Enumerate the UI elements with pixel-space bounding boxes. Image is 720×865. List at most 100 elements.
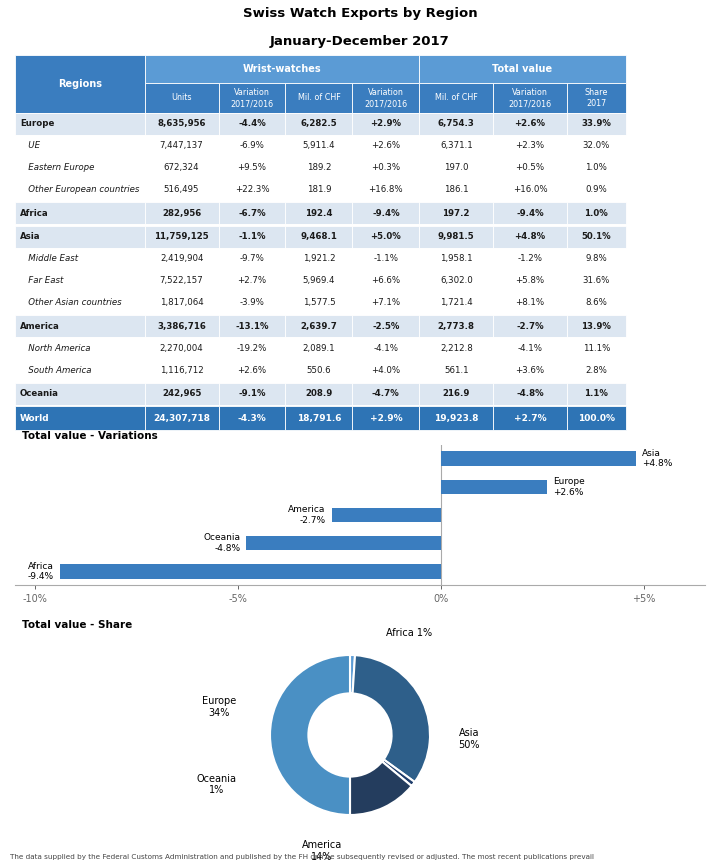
Bar xyxy=(219,359,285,381)
Text: +5.8%: +5.8% xyxy=(516,277,544,285)
Text: 561.1: 561.1 xyxy=(444,366,469,375)
Text: Other European countries: Other European countries xyxy=(20,185,139,195)
Bar xyxy=(15,157,145,179)
Bar xyxy=(15,135,145,157)
Text: 1.0%: 1.0% xyxy=(585,209,608,218)
Text: Oceania
-4.8%: Oceania -4.8% xyxy=(203,534,240,553)
Bar xyxy=(419,270,493,292)
Text: Mil. of CHF: Mil. of CHF xyxy=(435,93,477,102)
Bar xyxy=(219,383,285,405)
Bar xyxy=(219,201,285,202)
Bar xyxy=(15,113,145,135)
Bar xyxy=(567,179,626,201)
Bar xyxy=(219,135,285,157)
Bar xyxy=(219,316,285,337)
Bar xyxy=(419,201,493,202)
Text: 24,307,718: 24,307,718 xyxy=(153,413,210,423)
Text: Europe
34%: Europe 34% xyxy=(202,696,236,718)
Bar xyxy=(493,83,567,113)
Bar xyxy=(493,201,567,202)
Bar xyxy=(285,314,352,316)
Bar xyxy=(567,201,626,202)
Bar xyxy=(493,248,567,270)
Bar xyxy=(219,226,285,248)
Text: Share
2017: Share 2017 xyxy=(585,88,608,108)
Text: +2.9%: +2.9% xyxy=(370,119,401,129)
Bar xyxy=(419,407,493,430)
Text: Total value: Total value xyxy=(492,64,552,74)
Bar xyxy=(352,407,419,430)
Bar xyxy=(145,383,219,405)
Text: 9,468.1: 9,468.1 xyxy=(300,233,338,241)
Wedge shape xyxy=(350,761,412,815)
Bar xyxy=(419,383,493,405)
Wedge shape xyxy=(353,655,430,782)
Bar xyxy=(145,407,219,430)
Text: America: America xyxy=(20,322,60,331)
Text: -4.7%: -4.7% xyxy=(372,389,400,399)
Bar xyxy=(285,224,352,226)
Text: +6.6%: +6.6% xyxy=(372,277,400,285)
Text: 2,270,004: 2,270,004 xyxy=(160,344,204,353)
Text: 1,958.1: 1,958.1 xyxy=(440,254,472,264)
Bar xyxy=(285,407,352,430)
Text: 32.0%: 32.0% xyxy=(582,142,610,151)
Bar xyxy=(352,359,419,381)
Text: 1,921.2: 1,921.2 xyxy=(302,254,336,264)
Text: Eastern Europe: Eastern Europe xyxy=(20,163,94,172)
Bar xyxy=(567,113,626,135)
Text: -9.1%: -9.1% xyxy=(238,389,266,399)
Text: 6,371.1: 6,371.1 xyxy=(440,142,472,151)
Bar xyxy=(567,226,626,248)
Text: -1.2%: -1.2% xyxy=(518,254,543,264)
Text: North America: North America xyxy=(20,344,90,353)
Text: 672,324: 672,324 xyxy=(164,163,199,172)
Bar xyxy=(441,452,636,466)
Bar xyxy=(219,202,285,224)
Text: Far East: Far East xyxy=(20,277,63,285)
Bar xyxy=(567,407,626,430)
Bar xyxy=(352,270,419,292)
Text: 1.1%: 1.1% xyxy=(585,389,608,399)
Text: Oceania: Oceania xyxy=(20,389,59,399)
Bar xyxy=(419,359,493,381)
Bar xyxy=(145,316,219,337)
Bar xyxy=(145,381,219,383)
Bar xyxy=(60,564,441,579)
Bar xyxy=(285,381,352,383)
Text: 19,923.8: 19,923.8 xyxy=(434,413,479,423)
Bar xyxy=(441,479,546,494)
Text: Africa
-9.4%: Africa -9.4% xyxy=(27,561,53,581)
Text: +2.6%: +2.6% xyxy=(372,142,400,151)
Bar xyxy=(246,535,441,550)
Bar xyxy=(493,179,567,201)
Text: 1,721.4: 1,721.4 xyxy=(440,298,472,307)
Bar xyxy=(419,314,493,316)
Bar xyxy=(285,83,352,113)
Bar xyxy=(352,226,419,248)
Bar xyxy=(567,381,626,383)
Bar xyxy=(15,337,145,359)
Bar xyxy=(219,292,285,314)
Text: 3,386,716: 3,386,716 xyxy=(157,322,206,331)
Text: America
14%: America 14% xyxy=(302,840,342,862)
Bar xyxy=(567,135,626,157)
Text: Variation
2017/2016: Variation 2017/2016 xyxy=(230,88,274,108)
Text: -4.1%: -4.1% xyxy=(518,344,543,353)
Bar xyxy=(15,316,145,337)
Bar xyxy=(419,226,493,248)
Text: -9.4%: -9.4% xyxy=(516,209,544,218)
Bar xyxy=(352,201,419,202)
Text: 31.6%: 31.6% xyxy=(582,277,610,285)
Bar xyxy=(219,224,285,226)
Bar xyxy=(145,202,219,224)
Text: 216.9: 216.9 xyxy=(443,389,470,399)
Text: Europe
+2.6%: Europe +2.6% xyxy=(553,477,585,497)
Text: Other Asian countries: Other Asian countries xyxy=(20,298,122,307)
Bar xyxy=(493,381,567,383)
Bar xyxy=(145,270,219,292)
Bar xyxy=(352,113,419,135)
Text: +3.6%: +3.6% xyxy=(516,366,544,375)
Text: Total value - Share: Total value - Share xyxy=(22,620,132,630)
Bar xyxy=(419,202,493,224)
